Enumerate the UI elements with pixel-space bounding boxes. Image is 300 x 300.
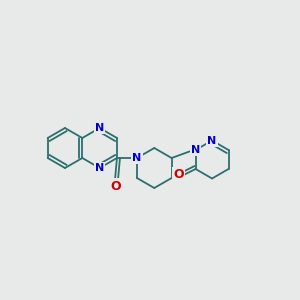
Text: N: N <box>191 145 200 155</box>
Text: N: N <box>95 163 104 173</box>
Text: O: O <box>111 179 121 193</box>
Text: N: N <box>132 153 142 163</box>
Text: N: N <box>95 123 104 133</box>
Text: N: N <box>207 136 217 146</box>
Text: O: O <box>173 169 184 182</box>
